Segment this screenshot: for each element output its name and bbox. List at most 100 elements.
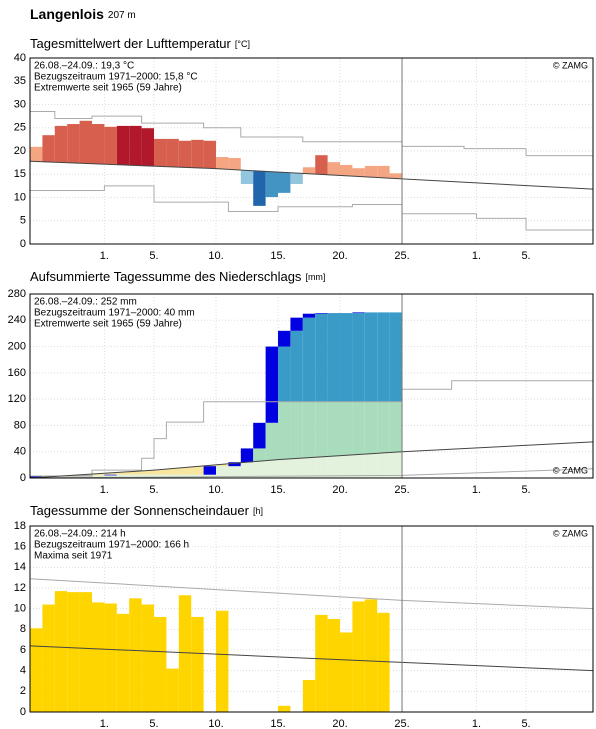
bar-segment (203, 140, 217, 169)
info-line: Bezugszeitraum 1971–2000: 166 h (34, 540, 189, 551)
bar-segment (166, 468, 179, 475)
bar-segment (129, 125, 142, 166)
plot-frame (29, 57, 594, 245)
y-tick-label: 10 (14, 603, 26, 615)
bar-segment (290, 330, 303, 402)
bar-segment (30, 628, 43, 712)
x-tick-label: 25. (394, 484, 409, 496)
unit: [°C] (235, 39, 250, 49)
bar-segment (389, 401, 403, 453)
bar-segment (340, 164, 353, 176)
bar-segment (352, 454, 365, 478)
bar-segment (240, 170, 254, 185)
bar-segment (216, 157, 229, 170)
bar-segment (315, 614, 328, 712)
bar-segment (54, 591, 68, 712)
bar-segment (315, 401, 328, 457)
bar-segment (278, 330, 291, 347)
bar-segment (315, 155, 328, 175)
x-tick-label: 5. (521, 718, 530, 729)
bar-segment (278, 459, 291, 478)
bar-segment (253, 461, 266, 478)
y-tick-label: 30 (14, 98, 26, 110)
x-tick-label: 1. (472, 250, 481, 262)
bar-segment (278, 705, 291, 712)
bar-segment (364, 165, 378, 178)
y-tick-label: 16 (14, 541, 26, 553)
bar-segment (79, 592, 93, 712)
bar-segment (178, 140, 192, 168)
x-tick-label: 1. (100, 250, 109, 262)
bar-segment (92, 602, 105, 712)
info-line: Bezugszeitraum 1971–2000: 40 mm (34, 308, 195, 319)
bar-segment (104, 603, 117, 712)
bar-segment (377, 165, 390, 178)
bar-segment (129, 474, 142, 478)
bar-segment (54, 476, 68, 478)
y-tick-label: 6 (20, 644, 26, 656)
bar-segment (116, 125, 130, 165)
bar-segment (178, 467, 192, 475)
bar-segment (364, 453, 378, 478)
y-tick-label: 25 (14, 122, 26, 134)
bar-segment (216, 466, 229, 478)
info-line: 26.08.–24.09.: 252 mm (34, 297, 137, 308)
info-line: Maxima seit 1971 (34, 551, 113, 562)
upper-line (30, 380, 593, 477)
bar-segment (352, 313, 365, 402)
bar-segment (290, 173, 303, 185)
x-tick-label: 10. (208, 718, 223, 729)
bar-segment (327, 456, 341, 478)
y-tick-label: 80 (14, 419, 26, 431)
x-tick-label: 15. (270, 484, 285, 496)
x-tick-label: 25. (394, 718, 409, 729)
bar-segment (154, 616, 167, 712)
y-tick-label: 8 (20, 623, 26, 635)
bar-segment (166, 474, 179, 478)
bar-segment (265, 346, 279, 423)
bar-segment (141, 604, 155, 712)
y-tick-label: 280 (8, 288, 26, 300)
lower-line (30, 185, 593, 231)
bar-segment (364, 401, 378, 454)
bar-segment (166, 668, 179, 712)
bar-segment (278, 172, 291, 193)
bar-segment (340, 313, 353, 402)
y-tick-label: 4 (20, 665, 26, 677)
bar-segment (315, 456, 328, 478)
x-tick-label: 5. (149, 718, 158, 729)
bar-segment (116, 613, 130, 712)
bar-segment (42, 135, 55, 162)
bar-segment (265, 171, 279, 198)
bar-segment (302, 401, 316, 458)
bar-segment (104, 475, 117, 478)
bar-segment (315, 313, 328, 314)
y-tick-label: 0 (20, 238, 26, 250)
chart-title: Aufsummierte Tagessumme des Niederschlag… (30, 269, 325, 284)
bar-segment (116, 472, 130, 475)
bar-segment (302, 317, 316, 402)
bar-segment (290, 401, 303, 459)
bar-segment (79, 476, 93, 478)
bar-segment (302, 679, 316, 712)
bar-segment (178, 474, 192, 478)
y-tick-label: 40 (14, 446, 26, 458)
title-text: Tagesmittelwert der Lufttemperatur (30, 36, 232, 51)
bar-segment (377, 452, 390, 478)
bar-segment (42, 604, 55, 712)
info-line: Extremwerte seit 1965 (59 Jahre) (34, 319, 182, 330)
bar-segment (92, 475, 105, 478)
x-tick-label: 15. (270, 250, 285, 262)
bar-segment (129, 471, 142, 475)
copyright: © ZAMG (553, 60, 588, 70)
bar-segment (389, 452, 403, 478)
bar-segment (79, 120, 93, 164)
marks (30, 312, 593, 478)
bar-segment (265, 460, 279, 478)
y-tick-label: 35 (14, 75, 26, 87)
bar-segment (302, 167, 316, 174)
y-tick-label: 14 (14, 561, 26, 573)
x-tick-label: 10. (208, 484, 223, 496)
x-tick-label: 5. (149, 484, 158, 496)
x-tick-label: 1. (472, 484, 481, 496)
